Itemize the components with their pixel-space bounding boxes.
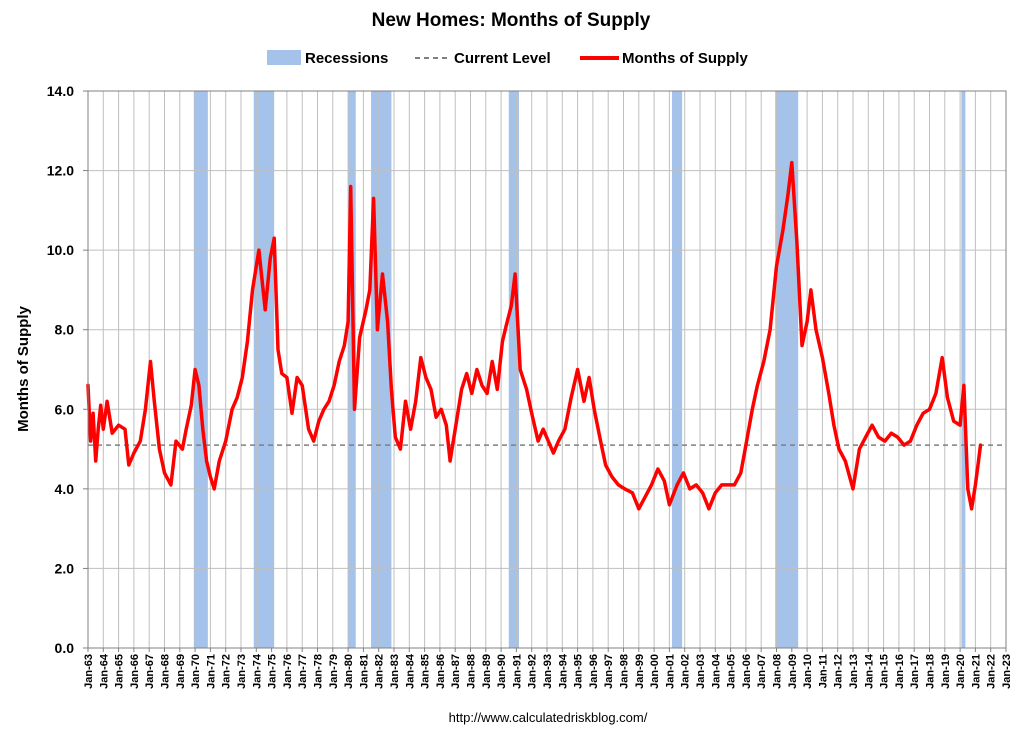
x-tick-label: Jan-73 bbox=[236, 654, 248, 689]
x-tick-label: Jan-68 bbox=[160, 654, 172, 689]
x-tick-label: Jan-15 bbox=[879, 654, 891, 689]
x-axis: Jan-63 Jan-64 Jan-65 Jan-66 Jan-67 Jan-68 Jan-… bbox=[83, 648, 1013, 689]
x-tick-label: Jan-77 bbox=[297, 654, 309, 689]
x-tick-label: Jan-78 bbox=[313, 654, 325, 689]
x-tick-label: Jan-07 bbox=[756, 654, 768, 689]
x-tick-label: Jan-90 bbox=[496, 654, 508, 689]
recession-band-5 bbox=[671, 91, 683, 648]
recession-band-7 bbox=[961, 91, 966, 648]
x-tick-label: Jan-04 bbox=[710, 653, 722, 689]
y-tick-label: 2.0 bbox=[55, 560, 75, 576]
x-tick-label: Jan-03 bbox=[695, 654, 707, 689]
x-tick-label: Jan-16 bbox=[894, 654, 906, 689]
x-tick-label: Jan-91 bbox=[511, 654, 523, 689]
x-tick-label: Jan-96 bbox=[588, 654, 600, 689]
x-tick-label: Jan-95 bbox=[573, 654, 585, 689]
x-tick-label: Jan-63 bbox=[83, 654, 95, 689]
recession-band-4 bbox=[508, 91, 519, 648]
legend-recessions-swatch bbox=[267, 50, 301, 65]
x-tick-label: Jan-97 bbox=[603, 654, 615, 689]
legend-recessions-label: Recessions bbox=[305, 50, 388, 67]
x-tick-label: Jan-67 bbox=[144, 654, 156, 689]
x-tick-label: Jan-01 bbox=[664, 654, 676, 689]
x-tick-label: Jan-83 bbox=[389, 654, 401, 689]
y-tick-label: 10.0 bbox=[47, 242, 74, 258]
x-tick-label: Jan-20 bbox=[955, 654, 967, 689]
y-tick-label: 4.0 bbox=[55, 481, 75, 497]
x-tick-label: Jan-14 bbox=[863, 653, 875, 689]
x-tick-label: Jan-89 bbox=[481, 654, 493, 689]
x-tick-label: Jan-02 bbox=[680, 654, 692, 689]
x-tick-label: Jan-70 bbox=[190, 654, 202, 689]
x-tick-label: Jan-64 bbox=[98, 653, 110, 689]
x-tick-label: Jan-74 bbox=[251, 653, 263, 689]
x-tick-label: Jan-81 bbox=[358, 654, 370, 689]
x-tick-label: Jan-92 bbox=[527, 654, 539, 689]
x-tick-label: Jan-75 bbox=[267, 654, 279, 689]
x-tick-label: Jan-22 bbox=[986, 654, 998, 689]
x-tick-label: Jan-18 bbox=[925, 654, 937, 689]
recession-band-1 bbox=[253, 91, 275, 648]
x-tick-label: Jan-94 bbox=[557, 653, 569, 689]
legend: Recessions Current Level Months of Suppl… bbox=[267, 50, 748, 67]
recession-band-0 bbox=[193, 91, 208, 648]
x-tick-label: Jan-84 bbox=[404, 653, 416, 689]
recession-band-6 bbox=[775, 91, 799, 648]
x-tick-label: Jan-08 bbox=[772, 654, 784, 689]
y-tick-label: 8.0 bbox=[55, 322, 75, 338]
x-tick-label: Jan-86 bbox=[435, 654, 447, 689]
x-tick-label: Jan-09 bbox=[787, 654, 799, 689]
x-tick-label: Jan-76 bbox=[282, 654, 294, 689]
x-tick-label: Jan-00 bbox=[649, 654, 661, 689]
y-tick-label: 12.0 bbox=[47, 163, 74, 179]
x-tick-label: Jan-19 bbox=[940, 654, 952, 689]
y-axis: 0.0 2.0 4.0 6.0 8.0 10.0 12.0 14.0 bbox=[47, 83, 88, 656]
x-tick-label: Jan-66 bbox=[129, 654, 141, 689]
x-tick-label: Jan-99 bbox=[634, 654, 646, 689]
series-months-of-supply bbox=[86, 160, 983, 511]
x-tick-label: Jan-65 bbox=[114, 654, 126, 689]
x-tick-label: Jan-06 bbox=[741, 654, 753, 689]
grid-lines bbox=[87, 90, 1007, 649]
y-tick-label: 14.0 bbox=[47, 83, 74, 99]
x-tick-label: Jan-23 bbox=[1001, 654, 1013, 689]
x-tick-label: Jan-72 bbox=[221, 654, 233, 689]
x-tick-label: Jan-88 bbox=[466, 654, 478, 689]
x-tick-label: Jan-93 bbox=[542, 654, 554, 689]
legend-months-of-supply-label: Months of Supply bbox=[622, 50, 748, 67]
y-axis-label: Months of Supply bbox=[15, 305, 32, 431]
x-tick-label: Jan-82 bbox=[374, 654, 386, 689]
chart-title: New Homes: Months of Supply bbox=[372, 10, 651, 31]
x-tick-label: Jan-80 bbox=[343, 654, 355, 689]
x-tick-label: Jan-10 bbox=[802, 654, 814, 689]
x-tick-label: Jan-13 bbox=[848, 654, 860, 689]
x-tick-label: Jan-85 bbox=[420, 654, 432, 689]
x-tick-label: Jan-87 bbox=[450, 654, 462, 689]
x-tick-label: Jan-05 bbox=[726, 654, 738, 689]
legend-current-level-label: Current Level bbox=[454, 50, 551, 67]
x-tick-label: Jan-71 bbox=[205, 654, 217, 689]
y-tick-label: 0.0 bbox=[55, 640, 75, 656]
x-tick-label: Jan-17 bbox=[909, 654, 921, 689]
x-tick-label: Jan-79 bbox=[328, 654, 340, 689]
x-tick-label: Jan-11 bbox=[817, 654, 829, 688]
x-tick-label: Jan-98 bbox=[619, 654, 631, 689]
x-tick-label: Jan-12 bbox=[833, 654, 845, 689]
recession-band-2 bbox=[348, 91, 356, 648]
x-tick-label: Jan-69 bbox=[175, 654, 187, 689]
source-url: http://www.calculatedriskblog.com/ bbox=[449, 710, 648, 725]
x-tick-label: Jan-21 bbox=[970, 654, 982, 689]
y-tick-label: 6.0 bbox=[55, 401, 75, 417]
recession-band-3 bbox=[371, 91, 392, 648]
